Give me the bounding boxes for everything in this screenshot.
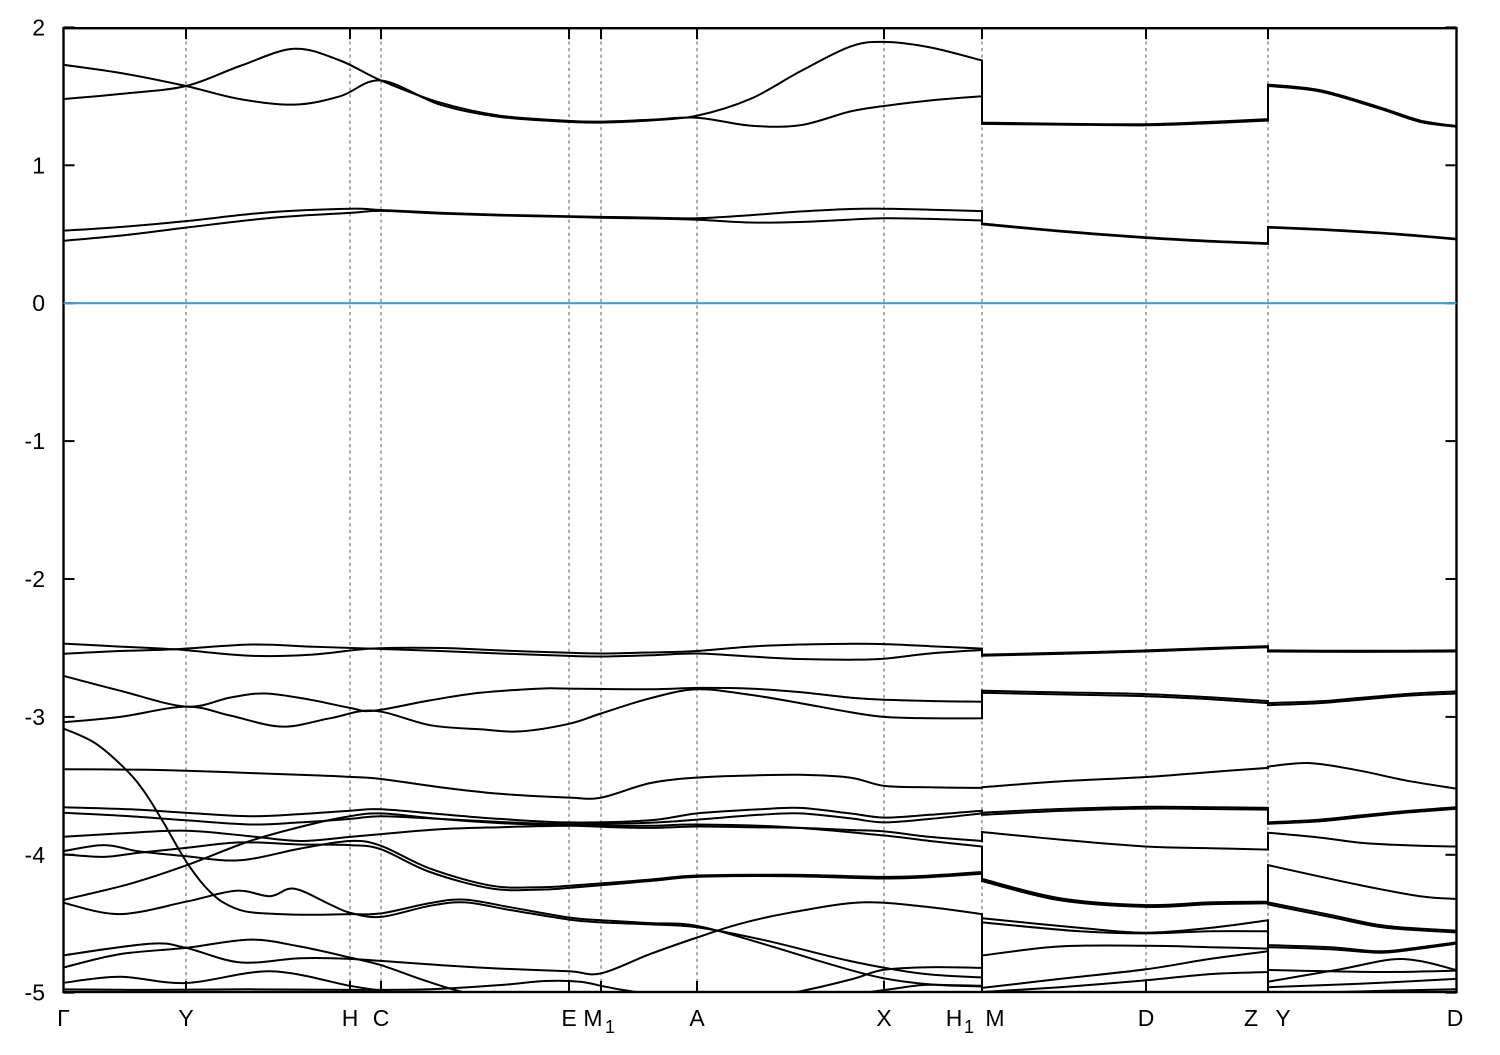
svg-text:Y: Y	[178, 1005, 193, 1031]
svg-text:-4: -4	[25, 842, 46, 868]
svg-text:-5: -5	[25, 980, 45, 1006]
svg-text:-1: -1	[25, 428, 45, 454]
svg-text:-3: -3	[25, 704, 45, 730]
svg-text:D: D	[1138, 1005, 1155, 1031]
svg-text:X: X	[876, 1005, 891, 1031]
svg-text:0: 0	[32, 290, 45, 316]
svg-text:1: 1	[32, 152, 45, 178]
svg-text:C: C	[373, 1005, 390, 1031]
svg-text:M: M	[583, 1005, 602, 1031]
svg-text:M: M	[985, 1005, 1004, 1031]
svg-text:D: D	[1447, 1005, 1464, 1031]
svg-text:1: 1	[605, 1017, 615, 1037]
svg-text:H: H	[342, 1005, 359, 1031]
svg-text:E: E	[561, 1005, 576, 1031]
svg-text:H: H	[946, 1005, 963, 1031]
svg-text:Y: Y	[1275, 1005, 1290, 1031]
svg-text:1: 1	[964, 1017, 974, 1037]
svg-text:Γ: Γ	[57, 1005, 70, 1031]
svg-text:A: A	[689, 1005, 705, 1031]
svg-text:Z: Z	[1244, 1005, 1258, 1031]
svg-text:-2: -2	[25, 566, 45, 592]
svg-text:2: 2	[32, 14, 45, 40]
